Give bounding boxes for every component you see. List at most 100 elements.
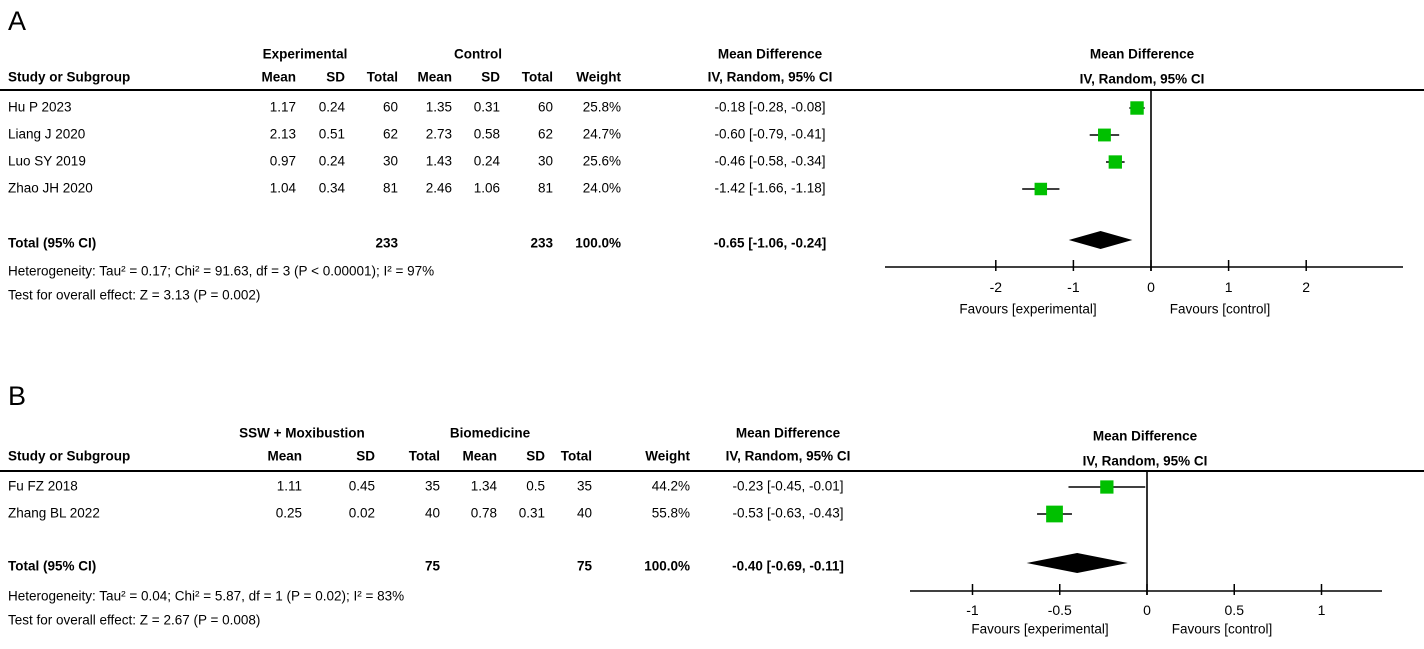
row-study: Fu FZ 2018 bbox=[8, 478, 78, 494]
pooled-diamond bbox=[1026, 553, 1128, 573]
x-tick-label: 0.5 bbox=[1225, 602, 1245, 618]
row-sd: 0.24 bbox=[318, 99, 345, 115]
col-header-total: Total bbox=[408, 448, 440, 464]
row-mean2: 0.78 bbox=[470, 505, 497, 521]
row-total: 35 bbox=[424, 478, 440, 494]
row-sd2: 0.24 bbox=[473, 153, 500, 169]
plot-header-line2: IV, Random, 95% CI bbox=[1082, 453, 1208, 469]
effect-square bbox=[1100, 480, 1114, 494]
col-header-mean: Mean bbox=[261, 69, 296, 85]
row-ci: -0.23 [-0.45, -0.01] bbox=[732, 478, 844, 494]
col-header-mean2: Mean bbox=[462, 448, 497, 464]
x-tick-label: 0 bbox=[1147, 279, 1155, 295]
row-total: 62 bbox=[382, 126, 398, 142]
plot-header-line2: IV, Random, 95% CI bbox=[1079, 71, 1205, 87]
row-sd2: 0.5 bbox=[526, 478, 545, 494]
x-tick-label: -2 bbox=[990, 279, 1003, 295]
row-total: 81 bbox=[382, 180, 398, 196]
overall-effect-line: Test for overall effect: Z = 2.67 (P = 0… bbox=[8, 612, 261, 628]
total-ci: -0.65 [-1.06, -0.24] bbox=[713, 235, 827, 251]
x-tick-label: 0 bbox=[1143, 602, 1151, 618]
header-rule bbox=[0, 470, 1424, 472]
col-header-total2: Total bbox=[521, 69, 553, 85]
row-total: 40 bbox=[424, 505, 440, 521]
row-mean2: 2.46 bbox=[425, 180, 452, 196]
row-total2: 30 bbox=[537, 153, 553, 169]
favours-left-label: Favours [experimental] bbox=[959, 301, 1097, 317]
row-mean2: 2.73 bbox=[425, 126, 452, 142]
heterogeneity-line: Heterogeneity: Tau² = 0.04; Chi² = 5.87,… bbox=[8, 588, 405, 604]
total-weight: 100.0% bbox=[644, 558, 690, 574]
total-total: 233 bbox=[375, 235, 398, 251]
row-mean: 1.04 bbox=[269, 180, 296, 196]
row-weight: 44.2% bbox=[651, 478, 690, 494]
row-sd: 0.45 bbox=[348, 478, 375, 494]
row-study: Liang J 2020 bbox=[8, 126, 86, 142]
header-rule bbox=[0, 89, 1424, 91]
col-header-ci: IV, Random, 95% CI bbox=[725, 448, 851, 464]
row-sd2: 1.06 bbox=[473, 180, 500, 196]
row-sd2: 0.31 bbox=[473, 99, 500, 115]
heterogeneity-line: Heterogeneity: Tau² = 0.17; Chi² = 91.63… bbox=[8, 263, 435, 279]
group-header-experimental: Experimental bbox=[262, 46, 348, 62]
row-sd: 0.24 bbox=[318, 153, 345, 169]
row-total: 30 bbox=[382, 153, 398, 169]
panel-a-label: A bbox=[8, 6, 27, 37]
plot-header-line1: Mean Difference bbox=[1089, 46, 1195, 62]
row-ci: -0.18 [-0.28, -0.08] bbox=[714, 99, 826, 115]
col-header-study: Study or Subgroup bbox=[8, 69, 131, 85]
col-header-total2: Total bbox=[560, 448, 592, 464]
group-header-control: Control bbox=[454, 46, 502, 62]
overall-effect-line: Test for overall effect: Z = 3.13 (P = 0… bbox=[8, 287, 261, 303]
x-tick-label: -1 bbox=[1067, 279, 1080, 295]
col-header-sd2: SD bbox=[526, 448, 545, 464]
effect-square bbox=[1034, 182, 1048, 196]
col-header-weight: Weight bbox=[645, 448, 690, 464]
row-mean: 1.17 bbox=[269, 99, 296, 115]
col-header-ci: IV, Random, 95% CI bbox=[707, 69, 833, 85]
row-weight: 24.7% bbox=[582, 126, 621, 142]
total-weight: 100.0% bbox=[575, 235, 621, 251]
total-total: 75 bbox=[424, 558, 440, 574]
panel-b-label: B bbox=[8, 381, 27, 412]
effect-square bbox=[1130, 101, 1144, 115]
col-header-sd: SD bbox=[356, 448, 375, 464]
row-total: 60 bbox=[382, 99, 398, 115]
total-ci: -0.40 [-0.69, -0.11] bbox=[732, 558, 844, 574]
col-header-sd: SD bbox=[326, 69, 345, 85]
effect-square bbox=[1108, 155, 1122, 169]
total-study: Total (95% CI) bbox=[8, 235, 97, 251]
col-header-mean2: Mean bbox=[417, 69, 452, 85]
row-weight: 24.0% bbox=[582, 180, 621, 196]
pooled-diamond bbox=[1068, 231, 1133, 249]
row-ci: -0.60 [-0.79, -0.41] bbox=[714, 126, 826, 142]
x-tick-label: 1 bbox=[1225, 279, 1233, 295]
favours-right-label: Favours [control] bbox=[1169, 301, 1271, 317]
row-study: Hu P 2023 bbox=[8, 99, 72, 115]
row-mean2: 1.34 bbox=[470, 478, 497, 494]
group-header-experimental: SSW + Moxibustion bbox=[239, 425, 365, 441]
x-tick-label: -1 bbox=[966, 602, 979, 618]
row-sd: 0.34 bbox=[318, 180, 345, 196]
row-weight: 25.6% bbox=[582, 153, 621, 169]
row-sd: 0.51 bbox=[318, 126, 345, 142]
col-header-mean: Mean bbox=[267, 448, 302, 464]
effect-square bbox=[1046, 505, 1063, 523]
total-total2: 233 bbox=[530, 235, 553, 251]
effect-square bbox=[1098, 128, 1111, 142]
total-total2: 75 bbox=[576, 558, 592, 574]
row-mean: 2.13 bbox=[269, 126, 296, 142]
row-sd2: 0.58 bbox=[473, 126, 500, 142]
col-header-weight: Weight bbox=[576, 69, 621, 85]
group-header-effect: Mean Difference bbox=[717, 46, 823, 62]
row-study: Zhao JH 2020 bbox=[8, 180, 93, 196]
row-study: Zhang BL 2022 bbox=[8, 505, 100, 521]
favours-right-label: Favours [control] bbox=[1171, 621, 1273, 637]
x-tick-label: 2 bbox=[1302, 279, 1310, 295]
row-total2: 35 bbox=[576, 478, 592, 494]
row-total2: 81 bbox=[537, 180, 553, 196]
x-tick-label: -0.5 bbox=[1048, 602, 1072, 618]
row-weight: 25.8% bbox=[582, 99, 621, 115]
row-total2: 62 bbox=[537, 126, 553, 142]
row-total2: 40 bbox=[576, 505, 592, 521]
